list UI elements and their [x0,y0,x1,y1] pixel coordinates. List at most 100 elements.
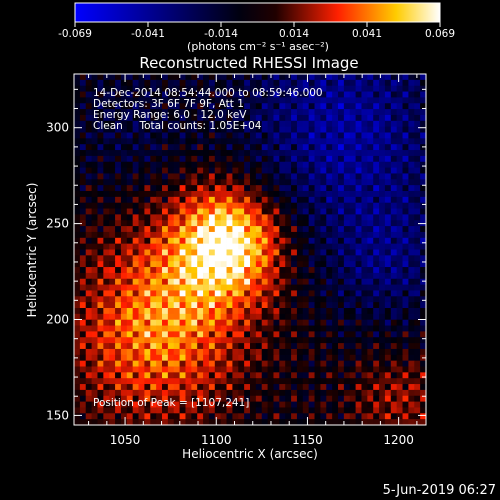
heatmap-cell [220,337,227,344]
heatmap-cell [91,103,98,110]
heatmap-cell [203,85,210,92]
heatmap-cell [74,237,81,245]
heatmap-cell [250,155,257,163]
heatmap-cell [338,132,345,139]
heatmap-cell [396,220,403,227]
heatmap-cell [291,97,298,104]
heatmap-cell [150,161,157,168]
heatmap-cell [144,343,151,350]
heatmap-cell [150,319,157,326]
heatmap-cell [126,284,134,291]
heatmap-cell [150,389,157,397]
heatmap-cell [150,360,157,367]
heatmap-cell [156,173,163,180]
heatmap-cell [314,231,321,239]
heatmap-cell [291,308,298,315]
heatmap-cell [273,413,280,420]
heatmap-cell [338,255,345,262]
heatmap-cell [285,343,292,350]
heatmap-cell [420,85,427,92]
heatmap-cell [302,208,310,215]
heatmap-cell [338,272,345,280]
heatmap-cell [226,150,233,157]
heatmap-cell [349,384,356,391]
heatmap-cell [138,132,145,139]
heatmap-cell [120,384,128,391]
heatmap-cell [115,237,122,245]
heatmap-cell [343,109,351,116]
heatmap-cell [314,173,321,180]
heatmap-cell [208,173,216,180]
heatmap-cell [267,389,274,397]
heatmap-cell [279,366,286,373]
heatmap-cell [396,97,403,104]
heatmap-cell [296,401,304,408]
heatmap-cell [132,161,139,168]
heatmap-cell [156,237,163,245]
heatmap-cell [226,144,233,151]
heatmap-cell [261,173,268,180]
heatmap-cell [279,109,286,116]
heatmap-cell [179,126,186,133]
heatmap-cell [367,91,374,98]
heatmap-cell [138,191,145,198]
heatmap-cell [261,395,268,402]
heatmap-cell [420,103,427,110]
heatmap-cell [296,220,304,227]
heatmap-cell [126,343,134,350]
heatmap-cell [85,155,92,163]
heatmap-cell [402,272,409,280]
heatmap-cell [220,331,227,338]
heatmap-cell [361,343,368,350]
heatmap-cell [220,419,227,426]
heatmap-cell [420,272,427,280]
heatmap-cell [232,337,239,344]
heatmap-cell [291,389,298,397]
heatmap-cell [144,155,151,163]
heatmap-cell [132,284,139,291]
heatmap-cell [332,261,339,268]
heatmap-cell [396,191,403,198]
plot-frame [73,73,427,426]
heatmap-cell [214,167,222,174]
heatmap-cell [373,325,380,332]
heatmap-cell [79,313,87,321]
heatmap-cell [203,331,210,338]
heatmap-cell [208,354,216,362]
heatmap-cell [314,308,321,315]
heatmap-cell [402,284,409,291]
heatmap-cell [162,109,169,116]
heatmap-cell [197,272,204,280]
heatmap-cell [185,132,192,139]
heatmap-cell [85,85,92,92]
heatmap-cell [79,354,87,362]
heatmap-cell [279,348,286,356]
heatmap-cell [308,313,315,321]
heatmap-cell [373,132,380,139]
heatmap-cell [150,220,157,227]
heatmap-cell [379,208,386,215]
heatmap-cell [115,261,122,268]
heatmap-cell [126,97,134,104]
heatmap-cell [320,401,327,408]
heatmap-cell [390,255,398,262]
heatmap-cell [74,179,81,186]
heatmap-cell [79,79,87,87]
heatmap-cell [156,325,163,332]
heatmap-cell [109,401,116,408]
heatmap-cell [267,278,274,285]
heatmap-cell [296,179,304,186]
heatmap-cell [173,97,180,104]
heatmap-cell [408,325,415,332]
heatmap-cell [408,378,415,385]
heatmap-cell [267,401,274,408]
heatmap-cell [79,220,87,227]
heatmap-cell [132,272,139,280]
heatmap-cell [420,348,427,356]
heatmap-cell [349,85,356,92]
heatmap-cell [197,144,204,151]
heatmap-cell [267,249,274,256]
heatmap-cell [97,290,104,297]
heatmap-cell [79,161,87,168]
